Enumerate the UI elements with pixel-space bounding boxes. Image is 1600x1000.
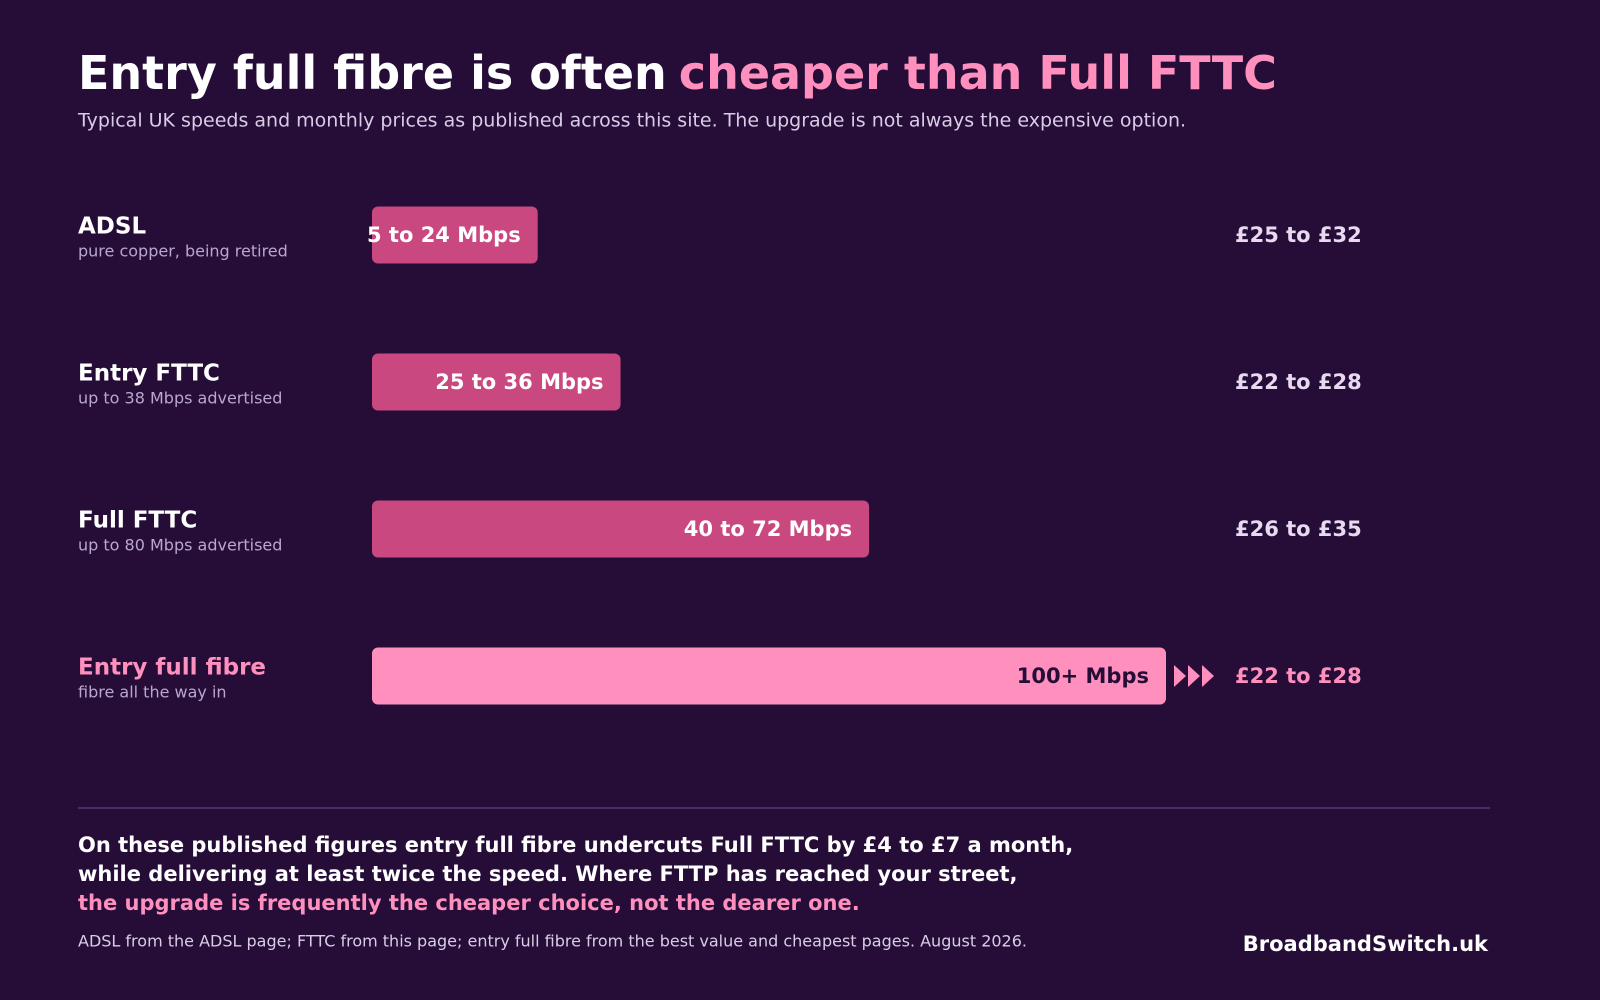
price-label: £22 to £28 xyxy=(1235,370,1362,394)
price-label: £26 to £35 xyxy=(1235,517,1362,541)
more-arrows xyxy=(1174,665,1214,687)
value-label: 40 to 72 Mbps xyxy=(684,517,852,541)
category-note: fibre all the way in xyxy=(78,683,227,702)
price-label: £25 to £32 xyxy=(1235,223,1362,247)
category-label: Entry full fibre xyxy=(78,655,266,681)
bar xyxy=(372,647,1166,705)
bar xyxy=(372,353,621,411)
category-note: pure copper, being retired xyxy=(78,242,288,261)
category-label: Entry FTTC xyxy=(78,361,220,387)
footer-line: On these published figures entry full fi… xyxy=(78,833,1073,857)
title-main: Entry full fibre is often xyxy=(78,46,667,100)
value-label: 5 to 24 Mbps xyxy=(367,223,521,247)
category-note: up to 80 Mbps advertised xyxy=(78,536,282,555)
bar xyxy=(372,206,538,264)
source-note: ADSL from the ADSL page; FTTC from this … xyxy=(78,932,1027,951)
footer-line: while delivering at least twice the spee… xyxy=(78,862,1018,886)
subtitle: Typical UK speeds and monthly prices as … xyxy=(77,110,1186,132)
value-label: 25 to 36 Mbps xyxy=(435,370,603,394)
bar xyxy=(372,500,870,558)
category-label: Full FTTC xyxy=(78,508,197,534)
title-highlight: cheaper than Full FTTC xyxy=(679,46,1277,100)
category-note: up to 38 Mbps advertised xyxy=(78,389,282,408)
chart-title: Entry full fibre is often cheaper than Fu… xyxy=(78,46,1277,100)
category-label: ADSL xyxy=(78,214,146,240)
value-label: 100+ Mbps xyxy=(1017,664,1149,688)
footer-highlight: the upgrade is frequently the cheaper ch… xyxy=(78,891,860,915)
price-label: £22 to £28 xyxy=(1235,664,1362,688)
brand: BroadbandSwitch.uk xyxy=(1243,932,1489,956)
